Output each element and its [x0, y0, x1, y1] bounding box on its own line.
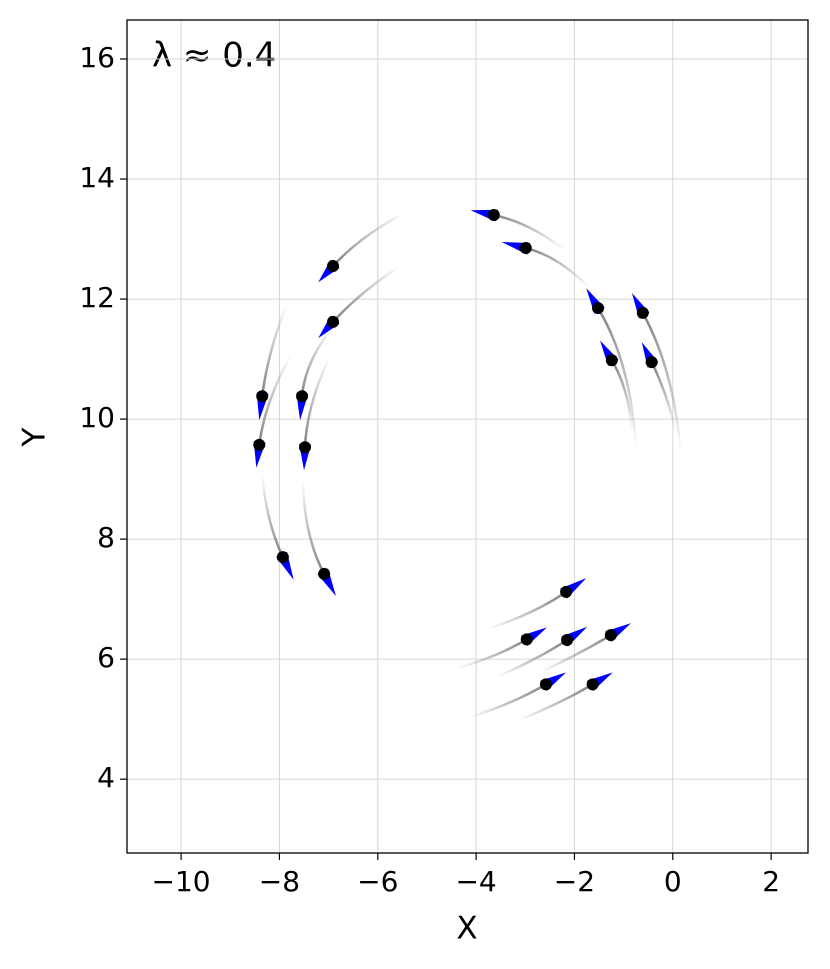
trail: [260, 474, 284, 558]
point: [605, 354, 618, 367]
x-tick-label: −2: [554, 865, 595, 898]
trail: [260, 303, 288, 397]
point: [318, 567, 331, 580]
trail: [456, 638, 528, 670]
point: [487, 209, 500, 222]
y-tick-label: 12: [79, 281, 115, 314]
x-tick-label: 2: [762, 865, 780, 898]
y-tick-label: 14: [79, 161, 115, 194]
trail: [641, 312, 682, 453]
plot-frame: [126, 19, 809, 854]
trail: [301, 480, 326, 575]
point: [539, 678, 552, 691]
trail: [610, 359, 634, 431]
trail: [493, 213, 566, 251]
y-tick-label: 10: [79, 401, 115, 434]
trail: [303, 355, 332, 448]
point: [645, 356, 658, 369]
point: [586, 678, 599, 691]
x-tick-label: 0: [664, 865, 682, 898]
annotation: λ ≈ 0.4: [152, 36, 276, 76]
y-tick-label: 8: [97, 521, 115, 554]
trail: [495, 638, 568, 679]
point: [519, 242, 532, 255]
trail: [650, 361, 677, 431]
trail: [468, 683, 547, 719]
x-axis-label: X: [456, 911, 477, 947]
point: [296, 390, 309, 403]
x-tick-label: −4: [455, 865, 496, 898]
point: [560, 585, 573, 598]
trail: [258, 353, 293, 446]
y-axis-label: Y: [17, 427, 53, 447]
x-tick-label: −8: [259, 865, 300, 898]
trail: [539, 634, 612, 674]
trail: [486, 590, 567, 631]
x-tick-label: −6: [357, 865, 398, 898]
trail: [525, 246, 591, 290]
point: [592, 302, 605, 315]
x-tick-label: −10: [152, 865, 211, 898]
y-tick-label: 4: [97, 761, 115, 794]
trail: [300, 327, 334, 397]
point: [298, 441, 311, 454]
trail: [517, 683, 594, 722]
trail: [332, 212, 404, 267]
point: [520, 633, 533, 646]
y-tick-label: 16: [79, 41, 115, 74]
point: [253, 438, 266, 451]
point: [636, 306, 649, 319]
trail: [332, 265, 401, 323]
point: [256, 390, 269, 403]
point: [327, 260, 340, 273]
point: [561, 633, 574, 646]
y-tick-label: 6: [97, 641, 115, 674]
trail: [596, 307, 638, 451]
point: [604, 629, 617, 642]
point: [276, 551, 289, 564]
point: [327, 315, 340, 328]
